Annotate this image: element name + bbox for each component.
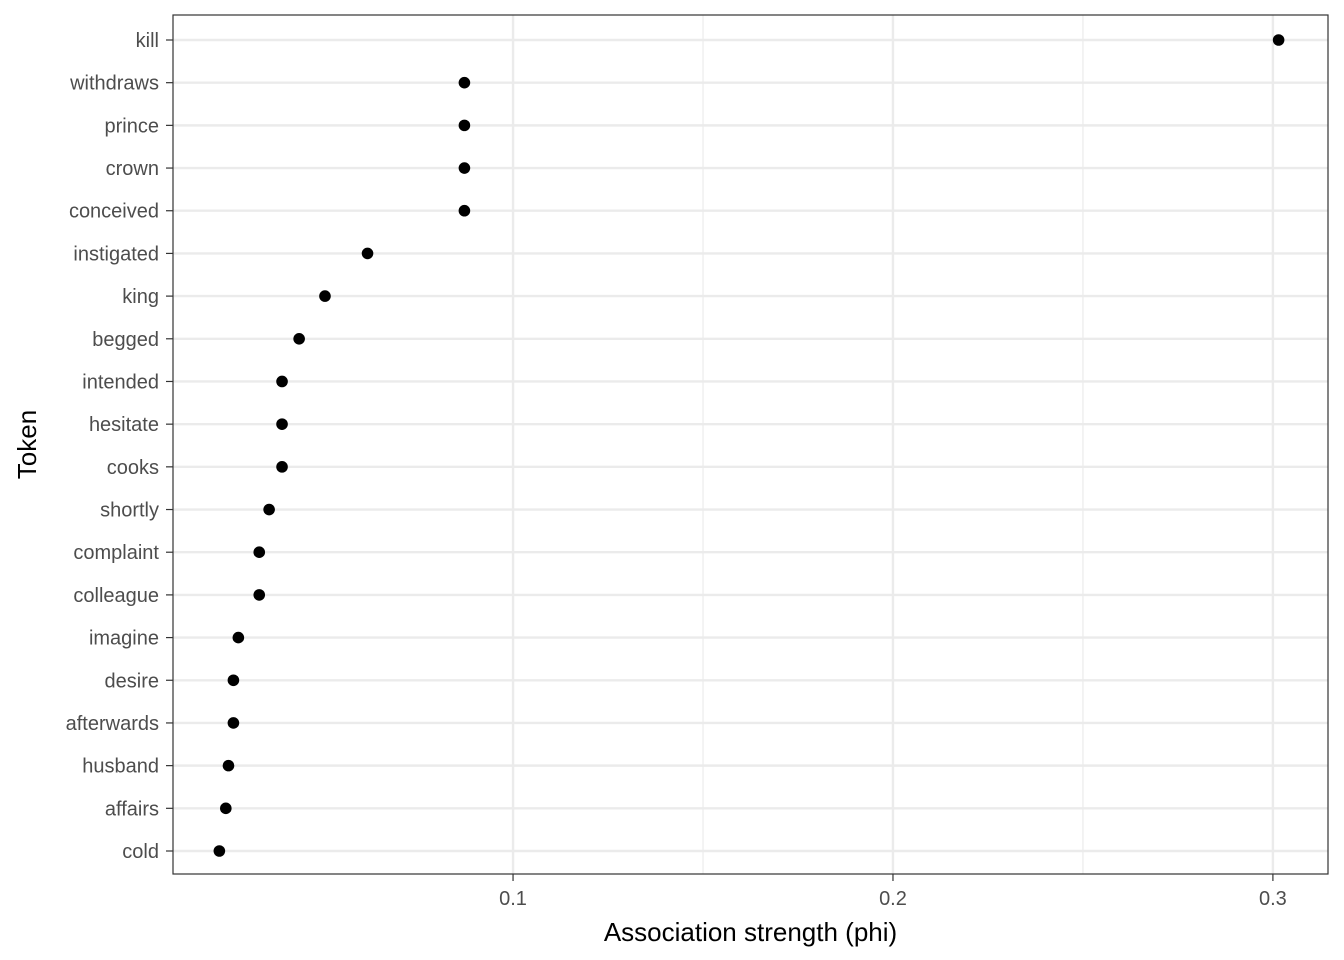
y-tick-label: crown bbox=[106, 158, 159, 180]
y-tick-label: afterwards bbox=[66, 713, 159, 735]
panel-border bbox=[172, 14, 1329, 875]
data-point-afterwards bbox=[227, 717, 240, 729]
data-points bbox=[213, 34, 1285, 857]
y-tick-label: intended bbox=[82, 371, 159, 393]
data-point-husband bbox=[222, 759, 235, 772]
y-tick-label: withdraws bbox=[69, 73, 159, 95]
data-point-begged bbox=[293, 332, 305, 345]
data-point-king bbox=[319, 290, 331, 302]
y-tick-label: cold bbox=[122, 841, 159, 863]
y-tick-label: cooks bbox=[107, 457, 159, 479]
data-point-cooks bbox=[276, 461, 288, 473]
data-point-conceived bbox=[458, 204, 471, 217]
y-tick-label: begged bbox=[92, 329, 159, 351]
y-tick-label: conceived bbox=[69, 201, 159, 223]
y-tick-label: king bbox=[122, 286, 159, 308]
data-point-colleague bbox=[253, 589, 266, 601]
y-tick-label: desire bbox=[105, 670, 159, 692]
y-tick-label: hesitate bbox=[89, 414, 159, 436]
data-point-imagine bbox=[232, 631, 245, 644]
minor-gridlines bbox=[702, 15, 1084, 874]
y-tick-label: kill bbox=[136, 30, 159, 52]
y-tick-label: complaint bbox=[73, 542, 159, 564]
data-point-cold bbox=[213, 845, 226, 857]
y-tick-label: colleague bbox=[73, 585, 159, 607]
data-point-withdraws bbox=[458, 76, 471, 89]
data-point-prince bbox=[458, 119, 471, 132]
data-point-hesitate bbox=[276, 418, 288, 430]
data-point-kill bbox=[1272, 34, 1285, 46]
data-point-affairs bbox=[220, 802, 232, 815]
data-point-intended bbox=[276, 375, 288, 388]
x-axis-title: Association strength (phi) bbox=[604, 917, 897, 947]
y-tick-label: affairs bbox=[105, 798, 159, 820]
data-point-instigated bbox=[361, 247, 374, 260]
data-point-crown bbox=[458, 162, 471, 174]
data-point-complaint bbox=[253, 546, 266, 559]
y-tick-label: shortly bbox=[100, 500, 159, 522]
y-axis-ticks: kill withdraws prince crown conceived instiga… bbox=[66, 30, 173, 863]
x-tick-label: 0.2 bbox=[879, 888, 907, 910]
y-tick-label: instigated bbox=[73, 243, 159, 265]
data-point-desire bbox=[227, 674, 240, 687]
y-tick-label: husband bbox=[82, 756, 159, 778]
x-tick-label: 0.3 bbox=[1259, 888, 1287, 910]
y-tick-label: prince bbox=[105, 115, 159, 137]
x-axis-ticks: 0.1 0.2 0.3 bbox=[499, 874, 1287, 910]
y-tick-label: imagine bbox=[89, 628, 159, 650]
major-gridlines bbox=[173, 15, 1328, 874]
data-point-shortly bbox=[263, 503, 275, 516]
y-axis-title: Token bbox=[12, 410, 42, 479]
x-tick-label: 0.1 bbox=[499, 888, 527, 910]
